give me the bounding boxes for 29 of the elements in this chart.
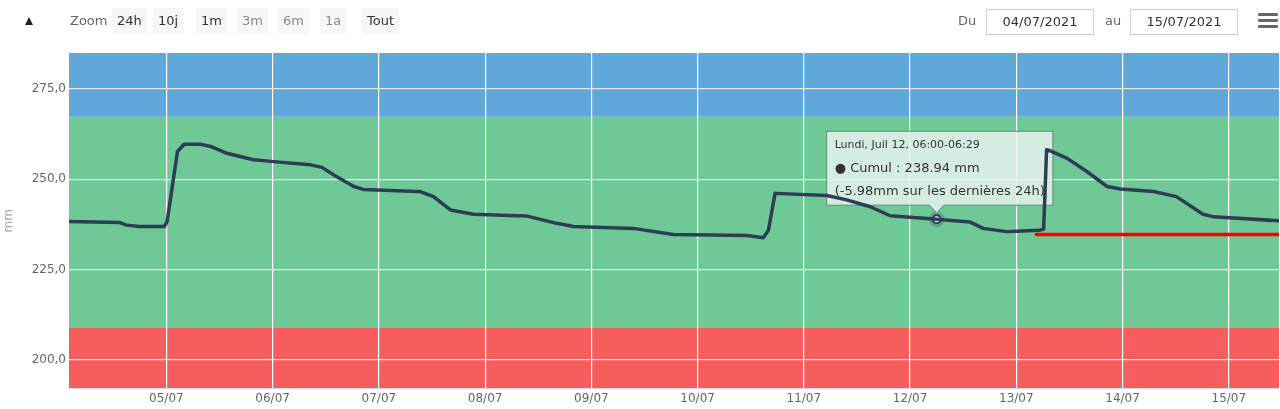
- text: au: [1105, 12, 1122, 30]
- x-tick-label: 14/07: [1105, 390, 1140, 405]
- x-tick-label: 11/07: [786, 390, 822, 405]
- x-tick-label: 10/07: [680, 390, 715, 405]
- text: 3m: [237, 8, 268, 34]
- y-tick-label: 200,0: [31, 351, 66, 366]
- y-axis-title: mm: [1, 209, 16, 233]
- y-tick-label: 225,0: [31, 261, 66, 276]
- x-tick-label: 05/07: [149, 390, 184, 405]
- text: Zoom: [70, 12, 108, 30]
- y-tick-label: 275,0: [31, 81, 66, 96]
- text: 6m: [278, 8, 309, 34]
- text: 24h: [112, 8, 147, 34]
- x-tick-label: 06/07: [255, 390, 290, 405]
- text: 10j: [153, 8, 184, 34]
- x-tick-label: 15/07: [1211, 390, 1247, 405]
- x-tick-label: 08/07: [467, 390, 503, 405]
- x-tick-label: 09/07: [574, 390, 609, 405]
- text: Tout: [362, 8, 400, 34]
- y-tick-label: 250,0: [31, 171, 66, 186]
- text: 04/07/2021: [986, 9, 1094, 35]
- text: 1m: [196, 8, 227, 34]
- x-tick-label: 07/07: [361, 390, 397, 405]
- text: Du: [958, 12, 977, 30]
- x-tick-label: 13/07: [999, 390, 1034, 405]
- annotation: Lundi, Juil 12, 06:00-06:29 ● Cumul : 238.94 mm (-5.98mm sur les dernières 24h): [834, 138, 1045, 198]
- text: 15/07/2021: [1130, 9, 1238, 35]
- x-tick-label: 12/07: [892, 390, 928, 405]
- text: 1a: [320, 8, 347, 34]
